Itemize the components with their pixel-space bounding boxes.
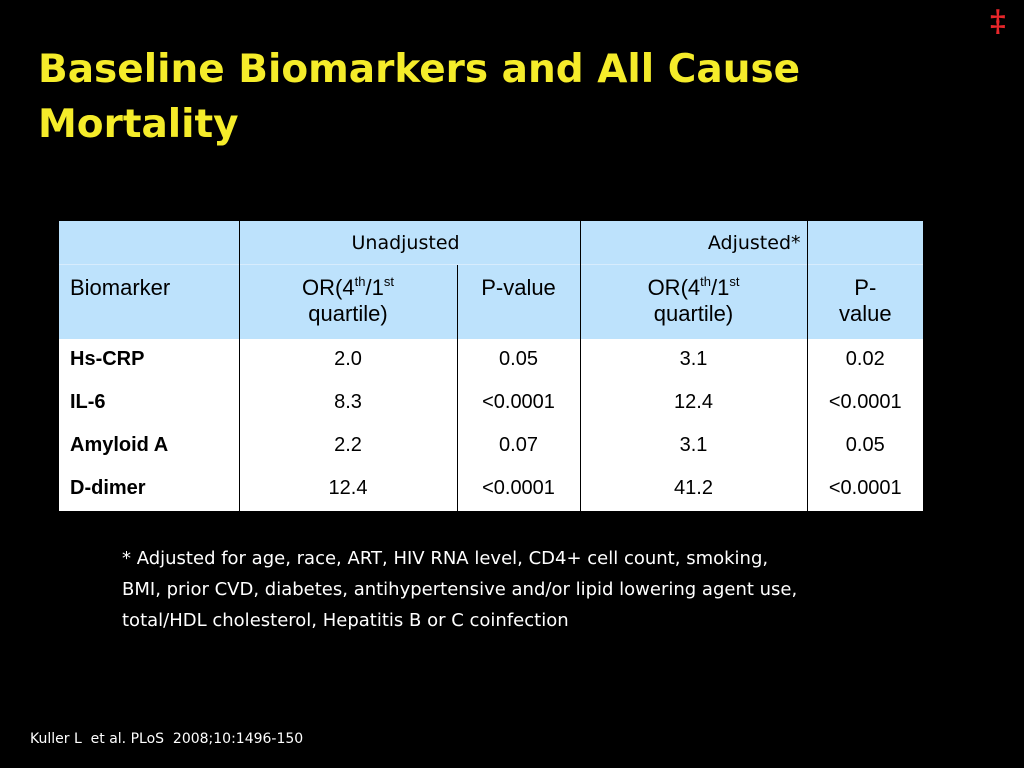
- or-unadjusted-value: 12.4: [238, 466, 457, 511]
- pvalue-adj-line-2: value: [838, 301, 892, 326]
- or-sup-st: st: [383, 274, 394, 289]
- group-header-empty-left: [59, 221, 239, 265]
- adjustment-footnote: * Adjusted for age, race, ART, HIV RNA l…: [122, 548, 798, 631]
- column-header-or-unadjusted: OR(4th/1st quartile): [238, 264, 457, 339]
- or-unadjusted-value: 8.3: [238, 380, 457, 424]
- column-header-biomarker: Biomarker: [59, 264, 239, 339]
- citation: Kuller L et al. PLoS 2008;10:1496-150: [30, 731, 304, 747]
- p-adjusted-value: <0.0001: [806, 380, 924, 424]
- p-unadjusted-value: <0.0001: [456, 380, 581, 424]
- slide-title: Baseline Biomarkers and All Cause Mortal…: [38, 42, 938, 152]
- table-row: Hs-CRP 2.0 0.05 3.1 0.02: [59, 338, 924, 381]
- p-adjusted-value: 0.02: [806, 338, 924, 381]
- or-prefix: OR(4: [302, 275, 355, 300]
- or-unadjusted-value: 2.2: [238, 423, 457, 467]
- or-suffix: quartile): [653, 301, 734, 326]
- p-unadjusted-value: 0.05: [456, 338, 581, 381]
- or-adjusted-value: 41.2: [579, 466, 808, 511]
- or-sup-th: th: [700, 274, 711, 289]
- or-adjusted-value: 3.1: [579, 338, 808, 381]
- p-adjusted-value: 0.05: [806, 423, 924, 467]
- table-row: IL-6 8.3 <0.0001 12.4 <0.0001: [59, 380, 924, 424]
- or-adjusted-value: 3.1: [579, 423, 808, 467]
- or-unadjusted-value: 2.0: [238, 338, 457, 381]
- pvalue-adj-line-1: P-: [854, 275, 877, 300]
- p-unadjusted-value: 0.07: [456, 423, 581, 467]
- group-header-unadjusted: Unadjusted: [238, 221, 581, 265]
- column-header-pvalue-adjusted: P- value: [806, 264, 924, 339]
- or-sup-th: th: [354, 274, 366, 289]
- column-header-pvalue-unadjusted: P-value: [456, 264, 581, 339]
- or-adjusted-value: 12.4: [579, 380, 808, 424]
- biomarker-name: Amyloid A: [59, 423, 239, 467]
- column-header-or-adjusted: OR(4th/1st quartile): [579, 264, 808, 339]
- or-prefix: OR(4: [647, 275, 701, 300]
- group-header-empty-right: [806, 221, 924, 265]
- table-row: Amyloid A 2.2 0.07 3.1 0.05: [59, 423, 924, 467]
- or-sup-st: st: [729, 274, 740, 289]
- group-header-row: Unadjusted Adjusted*: [59, 221, 924, 265]
- slide-title-line-2: Mortality: [38, 102, 239, 147]
- biomarker-name: Hs-CRP: [59, 338, 239, 381]
- biomarker-name: D-dimer: [59, 466, 239, 511]
- p-adjusted-value: <0.0001: [806, 466, 924, 511]
- table-row: D-dimer 12.4 <0.0001 41.2 <0.0001: [59, 466, 924, 511]
- group-header-adjusted: Adjusted*: [579, 221, 808, 265]
- double-dagger-marker: ‡: [990, 4, 1006, 39]
- or-mid: /1: [365, 275, 384, 300]
- biomarker-name: IL-6: [59, 380, 239, 424]
- biomarker-mortality-table: Unadjusted Adjusted* Biomarker OR(4th/1s…: [59, 221, 924, 511]
- or-mid: /1: [710, 275, 730, 300]
- or-suffix: quartile): [308, 301, 388, 326]
- slide-title-line-1: Baseline Biomarkers and All Cause: [38, 47, 801, 92]
- p-unadjusted-value: <0.0001: [456, 466, 581, 511]
- column-header-row: Biomarker OR(4th/1st quartile) P-value O…: [59, 264, 924, 339]
